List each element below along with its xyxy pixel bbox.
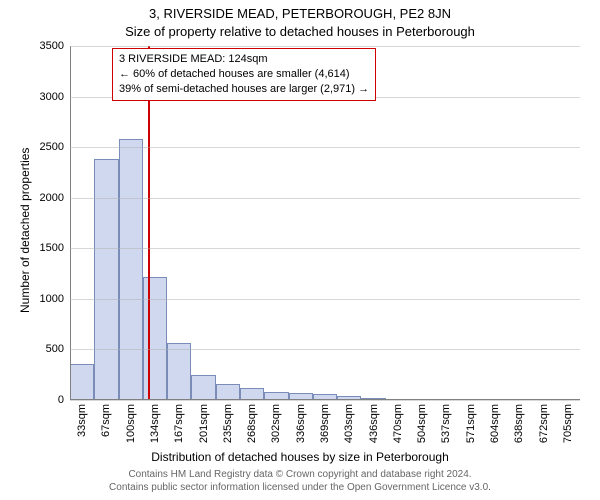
x-tick-label: 705sqm — [562, 404, 574, 443]
histogram-bar — [216, 384, 240, 400]
x-tick-label: 604sqm — [489, 404, 501, 443]
grid-line — [70, 198, 580, 199]
histogram-bar — [70, 364, 94, 400]
chart-title: 3, RIVERSIDE MEAD, PETERBOROUGH, PE2 8JN — [0, 6, 600, 21]
y-tick-label: 1500 — [40, 242, 64, 254]
x-axis-label: Distribution of detached houses by size … — [0, 450, 600, 464]
chart-subtitle: Size of property relative to detached ho… — [0, 24, 600, 39]
x-tick-label: 268sqm — [246, 404, 258, 443]
x-tick-label: 302sqm — [270, 404, 282, 443]
x-tick-label: 134sqm — [149, 404, 161, 443]
grid-line — [70, 248, 580, 249]
x-tick-label: 436sqm — [368, 404, 380, 443]
annotation-line-2: ← 60% of detached houses are smaller (4,… — [119, 67, 369, 82]
grid-line — [70, 299, 580, 300]
histogram-bar — [94, 159, 118, 400]
y-tick-label: 500 — [46, 343, 64, 355]
y-tick-label: 2000 — [40, 192, 64, 204]
grid-line — [70, 46, 580, 47]
chart-container: 3, RIVERSIDE MEAD, PETERBOROUGH, PE2 8JN… — [0, 0, 600, 500]
y-tick-label: 2500 — [40, 141, 64, 153]
x-tick-label: 403sqm — [343, 404, 355, 443]
annotation-line-3: 39% of semi-detached houses are larger (… — [119, 82, 369, 97]
grid-line — [70, 147, 580, 148]
x-tick-label: 571sqm — [465, 404, 477, 443]
footer-line-2: Contains public sector information licen… — [0, 481, 600, 494]
x-tick-label: 100sqm — [125, 404, 137, 443]
y-tick-label: 1000 — [40, 293, 64, 305]
x-tick-label: 638sqm — [513, 404, 525, 443]
x-tick-label: 33sqm — [76, 404, 88, 437]
x-tick-label: 672sqm — [538, 404, 550, 443]
y-axis-line — [70, 46, 71, 400]
x-tick-label: 336sqm — [295, 404, 307, 443]
x-tick-label: 537sqm — [440, 404, 452, 443]
footer-line-1: Contains HM Land Registry data © Crown c… — [0, 468, 600, 481]
footer-attribution: Contains HM Land Registry data © Crown c… — [0, 468, 600, 494]
histogram-bar — [119, 139, 143, 400]
x-tick-label: 167sqm — [173, 404, 185, 443]
annotation-line-1: 3 RIVERSIDE MEAD: 124sqm — [119, 52, 369, 67]
y-axis-label: Number of detached properties — [18, 148, 32, 313]
grid-line — [70, 349, 580, 350]
x-tick-label: 470sqm — [392, 404, 404, 443]
annotation-box: 3 RIVERSIDE MEAD: 124sqm ← 60% of detach… — [112, 48, 376, 101]
x-tick-label: 504sqm — [416, 404, 428, 443]
x-tick-label: 201sqm — [198, 404, 210, 443]
x-tick-label: 369sqm — [319, 404, 331, 443]
y-tick-label: 3000 — [40, 91, 64, 103]
histogram-bar — [167, 343, 191, 400]
y-tick-label: 0 — [58, 394, 64, 406]
histogram-bar — [143, 277, 167, 400]
grid-line — [70, 400, 580, 401]
y-tick-label: 3500 — [40, 40, 64, 52]
x-tick-label: 235sqm — [222, 404, 234, 443]
x-tick-label: 67sqm — [100, 404, 112, 437]
histogram-bar — [191, 375, 215, 400]
